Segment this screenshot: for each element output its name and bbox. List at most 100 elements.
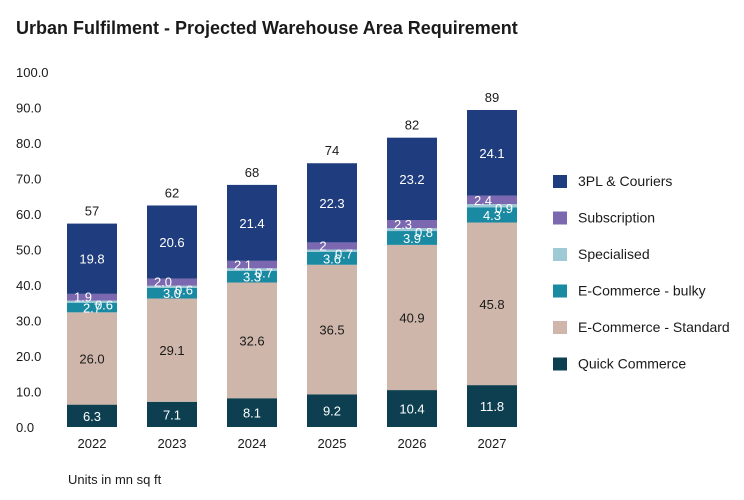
bar-group-2027: 11.8 45.8 4.30.92.4 24.1 89: [467, 90, 517, 427]
data-label: 21.4: [239, 216, 264, 231]
bar-segment: [67, 302, 117, 313]
bar-segment: [227, 268, 277, 271]
bar-segment: [67, 293, 117, 301]
data-label: 24.1: [479, 146, 504, 161]
bar-segment: [467, 204, 517, 208]
bar-segment: [387, 228, 437, 232]
bar-segment: [227, 282, 277, 399]
bar-segment: [387, 244, 437, 391]
data-label: 0.7: [335, 247, 353, 262]
legend-swatch: [553, 284, 567, 298]
legend-item: Quick Commerce: [553, 356, 686, 372]
data-label: 3.0: [163, 286, 181, 301]
x-tick-label: 2024: [238, 436, 267, 451]
bar-segment: [387, 231, 437, 245]
legend-swatch: [553, 321, 567, 334]
data-label: 2: [319, 239, 326, 254]
data-label: 0.9: [495, 201, 513, 216]
x-tick-label: 2026: [398, 436, 427, 451]
bar-segment: [307, 251, 357, 265]
legend-label: Subscription: [578, 210, 655, 226]
bar-segment: [67, 404, 117, 427]
bar-segment: [467, 385, 517, 427]
bar-group-2026: 10.4 40.9 3.90.82.3 23.2 82: [387, 118, 437, 427]
data-label: 32.6: [239, 333, 264, 348]
data-label: 36.5: [319, 323, 344, 338]
data-label: 3.9: [403, 231, 421, 246]
bar-segment: [227, 184, 277, 261]
legend-swatch: [553, 357, 567, 371]
bar-group-2022: 6.3 26.0 2.70.61.9 19.8 57: [67, 204, 117, 427]
data-label: 0.6: [175, 283, 193, 298]
y-tick-label: 80.0: [16, 136, 41, 151]
data-label: 6.3: [83, 409, 101, 424]
y-tick-label: 20.0: [16, 349, 41, 364]
x-tick-label: 2022: [78, 436, 107, 451]
legend-label: Specialised: [578, 246, 650, 262]
bar-segment: [147, 401, 197, 427]
bar-segment: [147, 205, 197, 279]
legend-label: 3PL & Couriers: [578, 173, 672, 189]
units-note: Units in mn sq ft: [68, 472, 162, 487]
data-label: 2.3: [394, 217, 412, 232]
data-label: 1.9: [74, 290, 92, 305]
bar-group-2024: 8.1 32.6 3.30.72.1 21.4 68: [227, 165, 277, 427]
y-tick-label: 10.0: [16, 385, 41, 400]
total-label: 62: [165, 185, 179, 200]
bar-segment: [387, 390, 437, 427]
data-label: 9.2: [323, 404, 341, 419]
legend-item: E-Commerce - bulky: [553, 283, 706, 299]
data-label: 2.4: [474, 193, 492, 208]
bar-segment: [227, 398, 277, 427]
data-label: 3.3: [243, 270, 261, 285]
legend-label: E-Commerce - Standard: [578, 319, 730, 335]
x-axis: 2022 2023 2024 2025 2026 2027: [78, 436, 507, 451]
bar-segment: [67, 223, 117, 294]
data-label: 26.0: [79, 351, 104, 366]
data-label: 2.1: [234, 257, 252, 272]
bar-segment: [467, 195, 517, 205]
data-label: 23.2: [399, 172, 424, 187]
bar-segment: [307, 242, 357, 250]
data-label: 29.1: [159, 343, 184, 358]
bar-segment: [67, 312, 117, 405]
data-label: 7.1: [163, 407, 181, 422]
data-label: 10.4: [399, 402, 424, 417]
data-label: 20.6: [159, 235, 184, 250]
bar-segment: [227, 260, 277, 269]
bar-segment: [387, 220, 437, 229]
bar-segment: [387, 137, 437, 221]
y-tick-label: 100.0: [16, 65, 49, 80]
y-tick-label: 60.0: [16, 207, 41, 222]
bar-segment: [67, 300, 117, 303]
legend-item: E-Commerce - Standard: [553, 319, 730, 335]
bar-segment: [307, 264, 357, 395]
bar-group-2023: 7.1 29.1 3.00.62.0 20.6 62: [147, 185, 197, 427]
x-tick-label: 2025: [318, 436, 347, 451]
total-label: 68: [245, 165, 259, 180]
bar-segment: [467, 109, 517, 196]
y-tick-label: 50.0: [16, 243, 41, 258]
legend-label: Quick Commerce: [578, 356, 686, 372]
bar-segment: [467, 222, 517, 386]
chart-title: Urban Fulfilment - Projected Warehouse A…: [16, 18, 518, 38]
bar-segment: [467, 207, 517, 223]
data-label: 22.3: [319, 196, 344, 211]
bar-segment: [227, 270, 277, 283]
data-label: 4.3: [483, 208, 501, 223]
data-label: 45.8: [479, 297, 504, 312]
data-label: 2.0: [154, 275, 172, 290]
y-tick-label: 70.0: [16, 172, 41, 187]
bar-segment: [147, 287, 197, 299]
legend-item: Subscription: [553, 210, 655, 226]
legend-swatch: [553, 248, 567, 261]
legend-label: E-Commerce - bulky: [578, 283, 706, 299]
data-label: 0.7: [255, 265, 273, 280]
bar-segment: [147, 298, 197, 402]
legend-swatch: [553, 175, 567, 188]
total-label: 74: [325, 143, 339, 158]
total-label: 57: [85, 204, 99, 219]
y-tick-label: 40.0: [16, 278, 41, 293]
bar-segment: [307, 394, 357, 427]
